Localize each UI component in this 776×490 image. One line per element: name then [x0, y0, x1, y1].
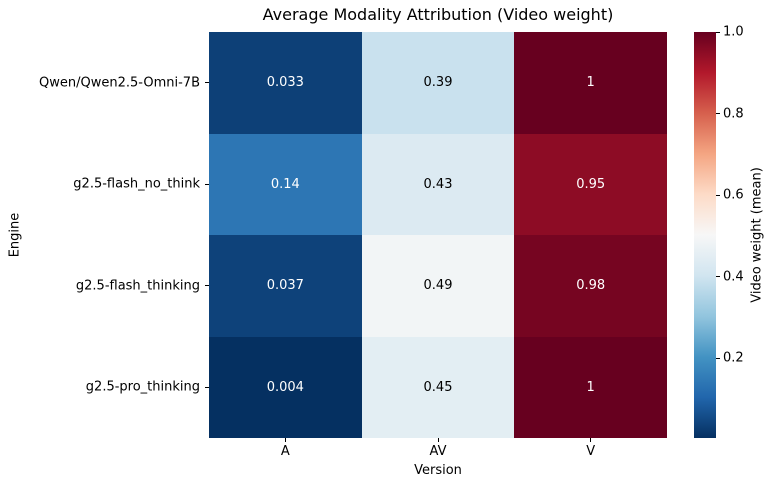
colorbar-tick-mark [716, 276, 720, 278]
cell-annotation: 0.39 [423, 75, 453, 91]
heatmap-cell: 0.39 [361, 32, 515, 134]
heatmap-cell: 0.004 [209, 336, 362, 438]
heatmap-cell: 0.45 [361, 336, 515, 438]
cell-annotation: 0.033 [266, 75, 304, 91]
y-tick-label: g2.5-flash_no_think [73, 176, 200, 192]
heatmap-cell: 1 [514, 336, 667, 438]
colorbar-tick-label: 0.6 [723, 187, 744, 203]
colorbar-tick-label: 0.2 [723, 350, 744, 366]
cell-annotation: 1 [586, 75, 595, 91]
x-tick-mark [437, 438, 439, 442]
colorbar-label: Video weight (mean) [749, 167, 765, 303]
x-tick-label: A [280, 444, 290, 459]
heatmap: 0.033 0.39 1 0.14 0.43 0.95 0.037 0.49 0.98 0.004… [209, 32, 667, 438]
colorbar-tick-label: 0.8 [723, 106, 744, 122]
cell-annotation: 0.98 [576, 278, 606, 294]
y-tick-mark [205, 285, 209, 287]
x-tick-label: AV [429, 444, 447, 459]
colorbar [694, 32, 716, 438]
x-tick-mark [590, 438, 592, 442]
y-tick-label: g2.5-flash_thinking [75, 278, 200, 294]
cell-annotation: 0.49 [423, 278, 453, 294]
y-axis-label: Engine [7, 212, 23, 258]
x-tick-mark [284, 438, 286, 442]
chart-title: Average Modality Attribution (Video weig… [262, 5, 614, 24]
colorbar-tick-mark [716, 113, 720, 115]
cell-annotation: 0.95 [576, 176, 606, 192]
heatmap-cell: 0.98 [514, 235, 667, 337]
y-tick-mark [205, 183, 209, 185]
cell-annotation: 0.004 [266, 379, 304, 395]
cell-annotation: 0.037 [266, 278, 304, 294]
heatmap-cell: 0.43 [361, 133, 515, 235]
heatmap-cell: 0.95 [514, 133, 667, 235]
colorbar-tick-label: 1.0 [723, 24, 744, 40]
heatmap-cell: 0.49 [361, 235, 515, 337]
cell-annotation: 0.43 [423, 176, 453, 192]
heatmap-cell: 1 [514, 32, 667, 134]
y-tick-label: g2.5-pro_thinking [85, 379, 200, 395]
heatmap-cell: 0.033 [209, 32, 362, 134]
heatmap-cell: 0.037 [209, 235, 362, 337]
colorbar-tick-mark [716, 31, 720, 33]
cell-annotation: 0.45 [423, 379, 453, 395]
y-tick-mark [205, 386, 209, 388]
colorbar-tick-mark [716, 194, 720, 196]
x-tick-label: V [586, 444, 596, 459]
x-axis-label: Version [414, 463, 462, 478]
cell-annotation: 0.14 [270, 176, 300, 192]
colorbar-tick-mark [716, 357, 720, 359]
colorbar-tick-label: 0.4 [723, 269, 744, 285]
heatmap-cell: 0.14 [209, 133, 362, 235]
cell-annotation: 1 [586, 379, 595, 395]
y-tick-mark [205, 82, 209, 84]
y-tick-label: Qwen/Qwen2.5-Omni-7B [39, 75, 200, 91]
